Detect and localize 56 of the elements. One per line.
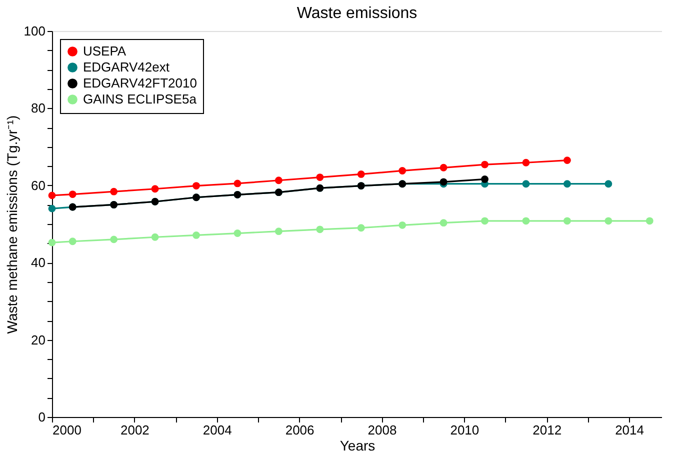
x-axis-title: Years — [340, 438, 376, 454]
point — [522, 180, 530, 188]
y-axis-title: Waste methane emissions (Tg.yr⁻¹) — [4, 115, 20, 334]
legend-label: GAINS ECLIPSE5a — [83, 92, 198, 106]
point — [563, 217, 571, 225]
legend-label: EDGARV42ext — [83, 60, 170, 74]
point — [398, 167, 406, 174]
x-tick-label: 2012 — [532, 422, 562, 438]
point — [151, 233, 159, 241]
point — [192, 231, 200, 239]
point — [48, 204, 56, 212]
y-tick-label: 0 — [38, 410, 46, 424]
x-tick-label: 2002 — [120, 422, 150, 438]
point — [604, 217, 612, 225]
point — [522, 158, 530, 166]
y-tick-label: 40 — [31, 255, 46, 270]
point — [274, 176, 282, 184]
point — [440, 164, 448, 172]
x-tick-label: 2010 — [450, 422, 480, 438]
point — [398, 221, 406, 229]
point — [110, 236, 118, 244]
y-tick-label: 20 — [31, 332, 46, 348]
legend-label: EDGARV42FT2010 — [83, 76, 197, 90]
point — [68, 238, 76, 246]
point — [481, 217, 488, 225]
point — [316, 226, 324, 234]
point — [316, 174, 324, 181]
x-tick-label: 2006 — [285, 422, 314, 438]
point — [234, 230, 242, 237]
point — [481, 176, 488, 183]
point — [357, 224, 365, 232]
x-tick-label: 2000 — [52, 422, 82, 438]
point — [234, 180, 242, 188]
point — [440, 219, 448, 227]
x-tick-label: 2008 — [368, 422, 397, 438]
legend-label: USEPA — [83, 44, 126, 58]
x-tick-label: 2014 — [615, 422, 644, 438]
point — [192, 182, 200, 190]
point — [274, 228, 282, 236]
x-tick-label: 2004 — [202, 422, 232, 438]
point — [481, 160, 488, 168]
point — [563, 156, 571, 164]
point — [357, 170, 365, 178]
point — [646, 217, 654, 225]
point — [68, 190, 76, 198]
point — [48, 192, 56, 200]
point — [563, 180, 571, 188]
y-tick-label: 100 — [24, 24, 46, 38]
point — [522, 217, 530, 225]
point — [604, 180, 612, 188]
y-tick-label: 60 — [31, 178, 46, 193]
point — [110, 188, 118, 196]
point — [151, 185, 159, 193]
chart-title: Waste emissions — [296, 5, 418, 22]
y-tick-label: 80 — [31, 100, 46, 116]
point — [48, 238, 56, 246]
